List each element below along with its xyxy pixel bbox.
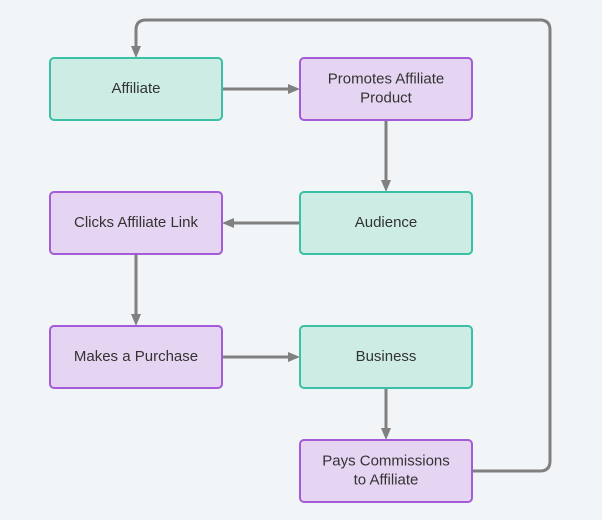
- affiliate-flowchart: Affiliate Promotes AffiliateProduct Audien…: [0, 0, 602, 520]
- node-business-label: Business: [356, 348, 417, 365]
- node-purchase: Makes a Purchase: [50, 326, 222, 388]
- node-business: Business: [300, 326, 472, 388]
- node-audience: Audience: [300, 192, 472, 254]
- node-purchase-label: Makes a Purchase: [74, 348, 198, 365]
- node-pays: Pays Commissionsto Affiliate: [300, 440, 472, 502]
- node-clicks-label: Clicks Affiliate Link: [74, 214, 198, 231]
- node-promotes: Promotes AffiliateProduct: [300, 58, 472, 120]
- node-audience-label: Audience: [355, 214, 418, 231]
- node-clicks: Clicks Affiliate Link: [50, 192, 222, 254]
- node-affiliate: Affiliate: [50, 58, 222, 120]
- node-affiliate-label: Affiliate: [112, 80, 161, 97]
